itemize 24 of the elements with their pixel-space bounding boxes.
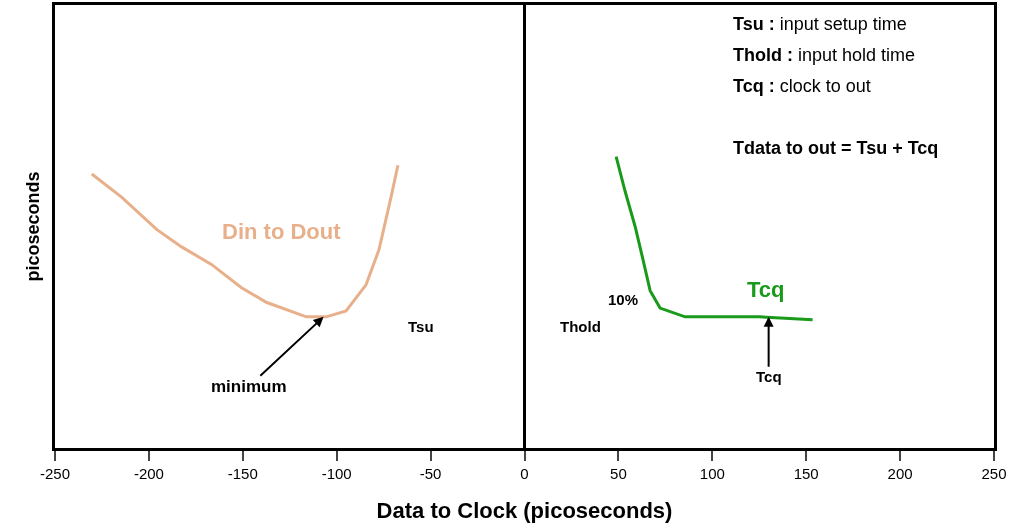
annotation: Thold (560, 318, 601, 335)
x-axis-title: Data to Clock (picoseconds) (376, 497, 673, 523)
x-tick-label: -250 (39, 465, 71, 482)
annotation: 10% (608, 291, 639, 308)
x-tick-label: -100 (321, 465, 352, 482)
x-tick-label: -50 (419, 465, 442, 482)
annotation: minimum (211, 377, 287, 396)
text: Tsu : input setup time (733, 14, 907, 34)
x-tick-label: 250 (981, 465, 1007, 482)
series-label: Tcq (747, 277, 785, 302)
text: Tcq : clock to out (733, 76, 871, 96)
annotation: Tdata to out = Tsu + Tcq (733, 138, 939, 158)
annotation: Tsu (408, 318, 434, 335)
x-tick-label: 0 (520, 465, 529, 482)
x-tick-label: 200 (887, 465, 913, 482)
x-tick-label: 150 (793, 465, 819, 482)
x-tick-label: 100 (699, 465, 725, 482)
x-tick-label: -150 (227, 465, 258, 482)
y-axis-title: picoseconds (23, 171, 44, 282)
annotation: Tcq (756, 368, 782, 385)
x-tick-label: -200 (133, 465, 164, 482)
series-label: Din to Dout (222, 219, 342, 244)
x-tick-label: 50 (610, 465, 627, 482)
text: Thold : input hold time (733, 45, 916, 65)
